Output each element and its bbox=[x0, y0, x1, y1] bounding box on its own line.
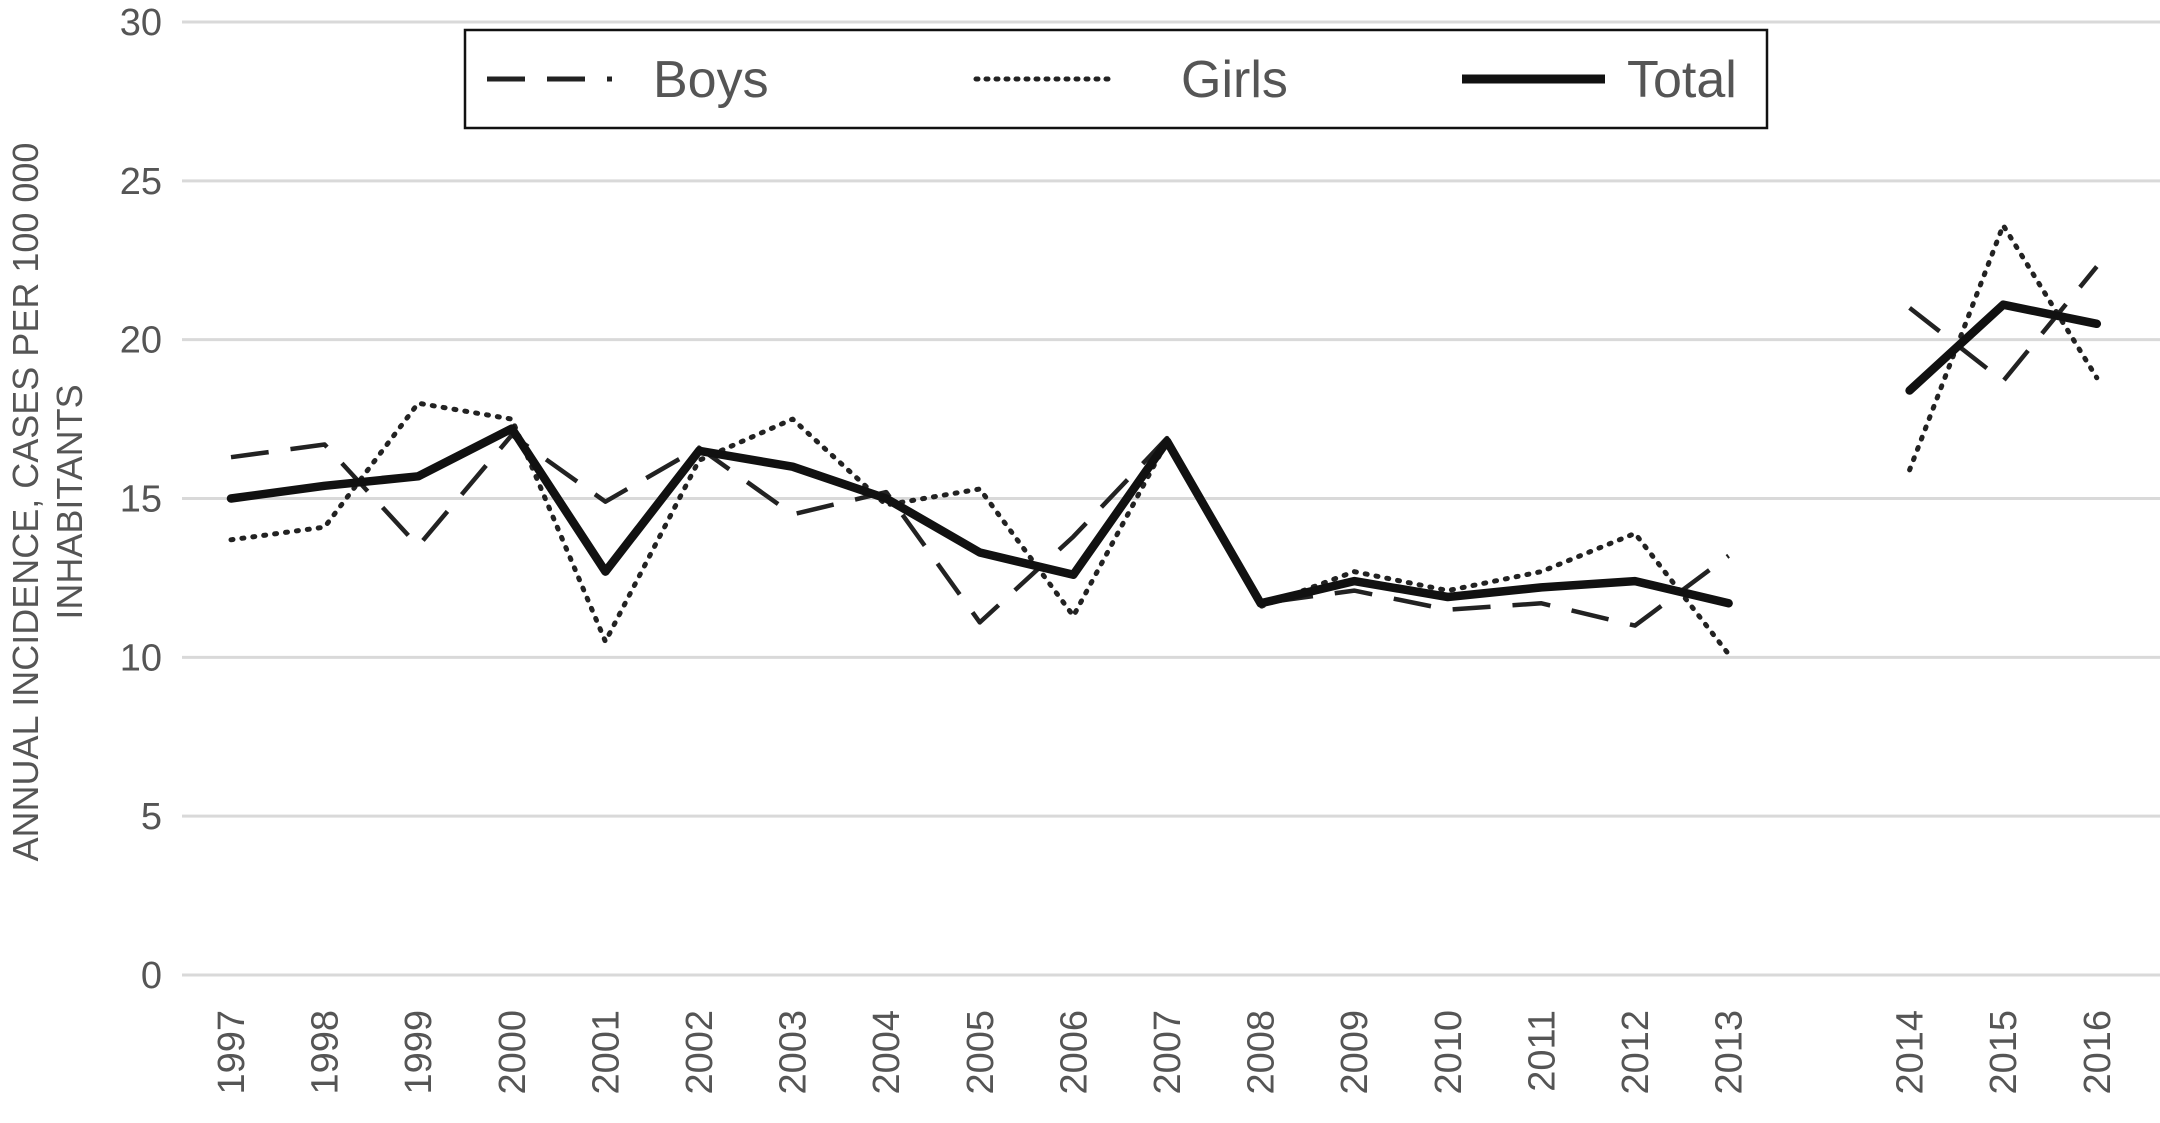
x-tick-label: 1999 bbox=[398, 1010, 440, 1095]
gridlines bbox=[182, 20, 2160, 977]
x-axis-ticks: 1997 1998 1999 2000 2001 2002 2003 2004 2005 2006… bbox=[211, 1010, 2119, 1095]
x-tick-label: 2002 bbox=[679, 1010, 721, 1095]
series-line-girls-segment-2 bbox=[1907, 222, 2100, 473]
y-axis-label: ANNUAL INCIDENCE, CASES PER 100 000 INHA… bbox=[5, 143, 90, 862]
y-tick-label: 25 bbox=[120, 161, 162, 203]
y-axis-label-line-2: INHABITANTS bbox=[49, 384, 90, 619]
x-tick-label: 2007 bbox=[1147, 1010, 1189, 1095]
x-tick-label: 2014 bbox=[1890, 1010, 1932, 1095]
x-tick-label: 1998 bbox=[305, 1010, 347, 1095]
x-tick-label: 2011 bbox=[1521, 1010, 1563, 1092]
series-line-boys-segment-2 bbox=[1908, 265, 2099, 384]
series-line-girls-segment-1 bbox=[228, 400, 1732, 657]
x-tick-label: 2001 bbox=[585, 1010, 627, 1095]
y-tick-label: 20 bbox=[120, 320, 162, 362]
x-tick-label: 2005 bbox=[960, 1010, 1002, 1095]
x-tick-label: 1997 bbox=[211, 1010, 253, 1095]
x-tick-label: 2016 bbox=[2077, 1010, 2119, 1095]
series-line-total-segment-1 bbox=[226, 424, 1733, 608]
y-tick-label: 10 bbox=[120, 637, 162, 679]
x-tick-label: 2012 bbox=[1615, 1010, 1657, 1095]
y-tick-label: 15 bbox=[120, 479, 162, 521]
x-tick-label: 2009 bbox=[1334, 1010, 1376, 1095]
x-tick-label: 2008 bbox=[1241, 1010, 1283, 1095]
series-line-boys-segment-1 bbox=[230, 432, 1730, 628]
y-tick-label: 5 bbox=[141, 796, 162, 838]
x-tick-label: 2010 bbox=[1428, 1010, 1470, 1095]
series-lines bbox=[226, 222, 2102, 657]
x-tick-label: 2006 bbox=[1053, 1010, 1095, 1095]
legend-label-girls: Girls bbox=[1181, 51, 1288, 109]
y-axis-ticks: 0 5 10 15 20 25 30 bbox=[120, 2, 162, 997]
series-line-total-segment-2 bbox=[1905, 300, 2102, 395]
x-tick-label: 2015 bbox=[1983, 1010, 2025, 1095]
x-tick-label: 2013 bbox=[1709, 1010, 1751, 1095]
y-tick-label: 0 bbox=[141, 955, 162, 997]
x-tick-label: 2003 bbox=[773, 1010, 815, 1095]
x-tick-label: 2004 bbox=[866, 1010, 908, 1095]
y-axis-label-line-1: ANNUAL INCIDENCE, CASES PER 100 000 bbox=[5, 143, 46, 862]
legend: Boys Girls Total bbox=[463, 28, 1769, 130]
x-tick-label: 2000 bbox=[492, 1010, 534, 1095]
legend-label-total: Total bbox=[1627, 51, 1737, 109]
legend-label-boys: Boys bbox=[653, 51, 769, 109]
y-tick-label: 30 bbox=[120, 2, 162, 44]
